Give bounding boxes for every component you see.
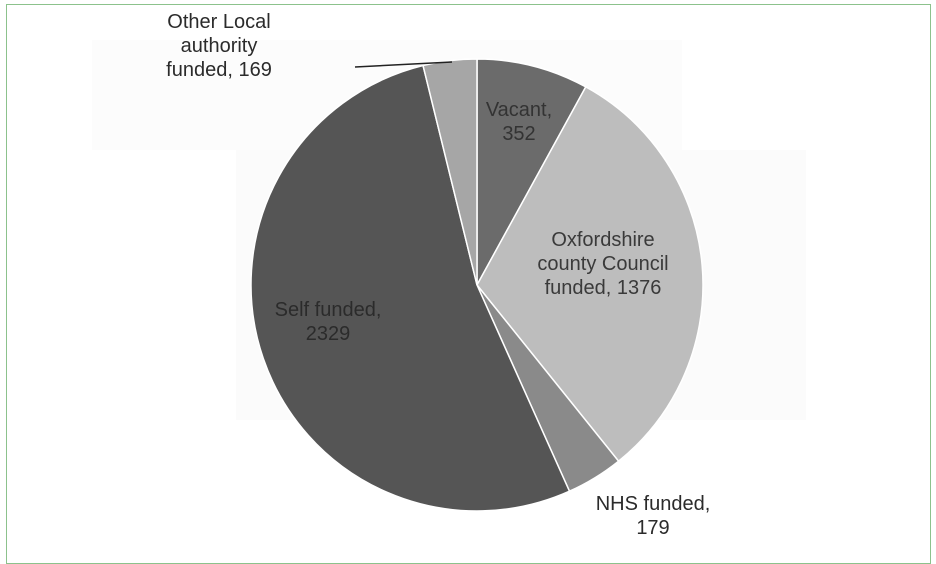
label-oxfordshire-line2: county Council [537,253,669,275]
label-vacant-line1: Vacant, [485,99,553,121]
label-vacant: Vacant, 352 [474,98,564,146]
slice-vacant [476,58,587,286]
slice-self-funded [250,64,571,512]
label-other-local-line3: funded, 169 [166,59,272,81]
label-oxfordshire-line3: funded, 1376 [544,277,662,299]
label-self-funded-line2: 2329 [305,323,351,345]
label-nhs: NHS funded, 179 [588,492,718,540]
leader-line-other-local [354,61,453,68]
label-vacant-line2: 352 [502,123,536,145]
pie-slices [250,58,704,512]
label-other-local-line2: authority [180,35,258,57]
label-other-local-line1: Other Local [167,11,271,33]
slice-oxfordshire-county-council-funded [476,85,704,463]
slice-other-local-authority-funded [422,58,478,286]
label-self-funded: Self funded, 2329 [258,298,398,346]
label-nhs-line1: NHS funded, [595,493,711,515]
label-oxfordshire: Oxfordshire county Council funded, 1376 [526,228,680,300]
label-other-local: Other Local authority funded, 169 [152,10,286,82]
label-self-funded-line1: Self funded, [274,299,382,321]
label-nhs-line2: 179 [636,517,670,539]
label-oxfordshire-line1: Oxfordshire [551,229,655,251]
